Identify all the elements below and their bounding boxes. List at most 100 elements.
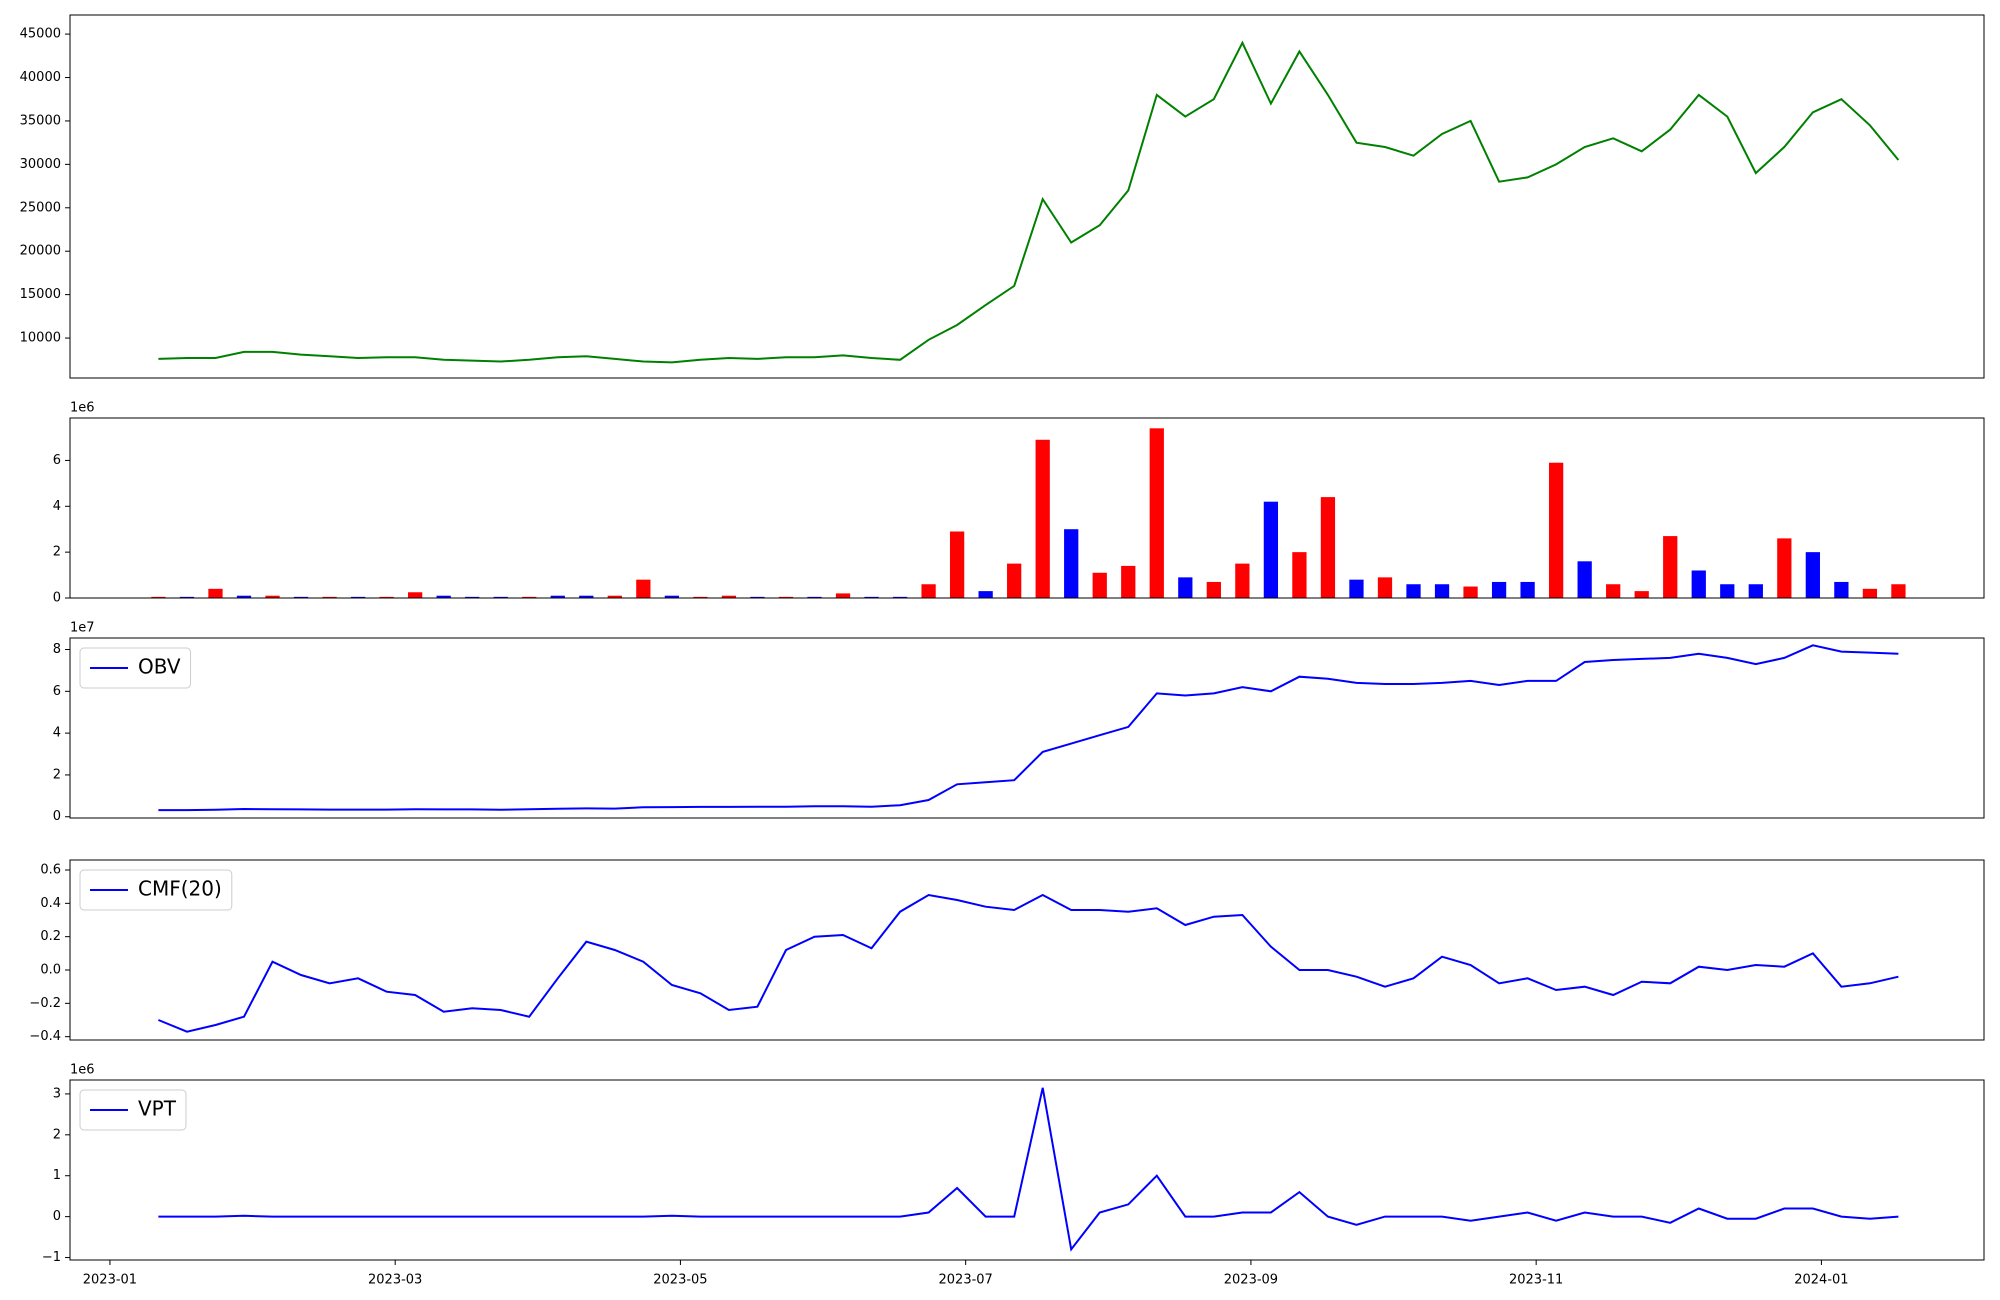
x-tick-label: 2023-11 bbox=[1509, 1273, 1563, 1288]
panel: −1 0 1 2 3 2023-01 2023-03 2023-05 2023-07 2023-0… bbox=[42, 1063, 1985, 1288]
y-tick-label: 0.0 bbox=[40, 963, 61, 978]
offset-label: 1e6 bbox=[70, 1063, 95, 1078]
bar bbox=[892, 596, 908, 598]
bar bbox=[835, 593, 851, 598]
bar bbox=[1035, 439, 1050, 598]
panel: −0.4 −0.2 0.0 0.2 0.4 0.6 CMF(20) bbox=[29, 859, 1985, 1044]
y-tick-label: 0.6 bbox=[40, 863, 61, 878]
x-tick-label: 2023-05 bbox=[653, 1273, 707, 1288]
x-tick-label: 2023-01 bbox=[83, 1273, 137, 1288]
y-tick-label: 4 bbox=[53, 499, 61, 514]
axes-frame bbox=[69, 1079, 1985, 1261]
bar bbox=[1720, 584, 1735, 598]
bar bbox=[921, 584, 936, 598]
bar bbox=[265, 595, 280, 598]
line bbox=[158, 40, 1900, 364]
bar bbox=[1606, 584, 1621, 598]
bar bbox=[1064, 529, 1079, 598]
bar bbox=[1549, 462, 1564, 598]
line bbox=[158, 1087, 1899, 1252]
bar bbox=[1007, 563, 1022, 598]
bar bbox=[579, 595, 594, 598]
bar bbox=[1377, 577, 1393, 598]
y-tick-label: 0.4 bbox=[40, 896, 61, 911]
bar bbox=[293, 596, 309, 598]
offset-label: 1e6 bbox=[70, 401, 95, 416]
bar bbox=[1520, 581, 1535, 598]
bar bbox=[1149, 428, 1164, 598]
bar bbox=[350, 596, 366, 598]
bar bbox=[693, 596, 708, 598]
bar bbox=[636, 579, 651, 598]
panel: 0 2 4 6 1e6 bbox=[53, 401, 1985, 606]
bar bbox=[1121, 565, 1136, 598]
bar bbox=[1349, 579, 1364, 598]
offset-label: 1e7 bbox=[70, 621, 95, 636]
bar bbox=[1178, 577, 1193, 598]
y-tick-label: −1 bbox=[42, 1250, 61, 1265]
bar bbox=[436, 595, 451, 598]
bar bbox=[1092, 572, 1107, 598]
y-tick-label: 2 bbox=[53, 767, 61, 782]
bar bbox=[1406, 584, 1421, 598]
y-tick-label: 40000 bbox=[20, 70, 61, 85]
legend: VPT bbox=[79, 1089, 187, 1131]
y-tick-label: 20000 bbox=[20, 244, 61, 259]
bar bbox=[493, 596, 508, 598]
x-tick-label: 2023-03 bbox=[368, 1273, 422, 1288]
bar bbox=[1491, 581, 1507, 598]
legend-label: VPT bbox=[138, 1097, 177, 1121]
y-tick-label: 0.2 bbox=[40, 929, 61, 944]
y-tick-label: 15000 bbox=[20, 287, 61, 302]
x-tick-label: 2023-07 bbox=[939, 1273, 993, 1288]
y-tick-label: 1 bbox=[53, 1168, 61, 1183]
bar bbox=[1891, 584, 1906, 598]
bar bbox=[208, 588, 223, 598]
bar bbox=[522, 596, 537, 598]
bar bbox=[664, 595, 679, 598]
line bbox=[158, 893, 1899, 1033]
bar bbox=[949, 531, 965, 598]
axes-frame bbox=[69, 417, 1985, 599]
bar bbox=[1463, 586, 1478, 598]
bar bbox=[1434, 584, 1450, 598]
bar bbox=[236, 595, 252, 598]
legend-label: CMF(20) bbox=[138, 877, 222, 901]
legend-label: OBV bbox=[138, 655, 181, 679]
x-tick-label: 2023-09 bbox=[1224, 1273, 1278, 1288]
y-tick-label: 2 bbox=[53, 1127, 61, 1142]
y-tick-label: 45000 bbox=[20, 27, 61, 42]
legend-box bbox=[79, 1089, 187, 1131]
y-tick-label: 35000 bbox=[20, 113, 61, 128]
y-tick-label: 25000 bbox=[20, 200, 61, 215]
line bbox=[158, 644, 1899, 812]
y-tick-label: 4 bbox=[53, 726, 61, 741]
bar bbox=[408, 592, 423, 598]
legend: CMF(20) bbox=[79, 869, 233, 911]
bar bbox=[1292, 552, 1307, 598]
axes-frame bbox=[69, 637, 1985, 819]
axes-frame bbox=[69, 859, 1985, 1041]
y-tick-label: 3 bbox=[53, 1086, 61, 1101]
bar bbox=[322, 596, 337, 598]
bar bbox=[978, 591, 993, 598]
bar bbox=[1320, 497, 1336, 598]
bar bbox=[1577, 561, 1592, 598]
bar bbox=[778, 596, 794, 598]
bar bbox=[721, 595, 737, 598]
y-tick-label: 8 bbox=[53, 642, 61, 657]
y-tick-label: 6 bbox=[53, 684, 61, 699]
bar bbox=[1777, 538, 1792, 598]
x-tick-label: 2024-01 bbox=[1794, 1273, 1848, 1288]
bar bbox=[1263, 501, 1279, 598]
legend-box bbox=[79, 647, 192, 689]
panel: 10000 15000 20000 25000 30000 35000 40000 45000 bbox=[20, 14, 1985, 379]
axes-frame bbox=[69, 14, 1985, 379]
bar bbox=[864, 596, 879, 598]
y-tick-label: −0.4 bbox=[29, 1029, 61, 1044]
bar bbox=[807, 596, 822, 598]
y-tick-label: 2 bbox=[53, 545, 61, 560]
legend: OBV bbox=[79, 647, 192, 689]
bar bbox=[1691, 570, 1706, 598]
